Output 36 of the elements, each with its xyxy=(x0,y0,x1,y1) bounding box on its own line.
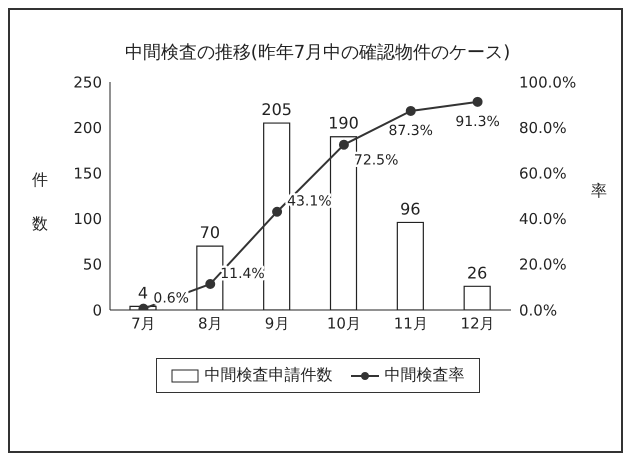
y2-tick-label: 20.0% xyxy=(519,256,567,274)
y-tick-label: 100 xyxy=(73,210,102,228)
legend-label: 中間検査申請件数 xyxy=(204,365,332,386)
y-tick-label: 50 xyxy=(82,256,102,274)
y2-tick-label: 60.0% xyxy=(519,164,567,183)
y-tick-label: 200 xyxy=(73,118,102,137)
point xyxy=(205,279,216,290)
x-tick-label: 10月 xyxy=(326,314,361,333)
x-tick-label: 7月 xyxy=(131,314,156,333)
point xyxy=(472,96,483,107)
text: 件数 xyxy=(32,170,48,233)
data-label: 26 xyxy=(466,263,488,282)
point xyxy=(406,106,416,116)
data-label: 91.3% xyxy=(455,114,500,130)
chart-title: 中間検査の推移(昨年7月中の確認物件のケース) xyxy=(124,41,512,64)
y2-axis-title: 率 xyxy=(591,181,607,200)
data-label: 190 xyxy=(328,114,359,133)
y-tick-label: 0 xyxy=(92,301,102,320)
data-label: 4 xyxy=(138,283,148,302)
y2-tick-label: 80.0% xyxy=(519,118,567,137)
point xyxy=(272,206,282,217)
y2-tick-label: 0.0% xyxy=(519,301,558,320)
x-tick-label: 9月 xyxy=(264,314,290,333)
data-label: 70 xyxy=(200,223,220,242)
y2-tick-label: 40.0% xyxy=(519,210,567,228)
data-label: 96 xyxy=(400,199,421,218)
y-tick-label: 250 xyxy=(73,73,102,92)
x-tick-label: 8月 xyxy=(198,314,223,333)
point xyxy=(338,140,349,150)
y2-tick-label: 100.0% xyxy=(519,73,576,92)
x-tick-label: 12月 xyxy=(460,314,495,333)
data-label: 205 xyxy=(261,100,292,120)
x-tick-label: 11月 xyxy=(394,314,428,333)
y-tick-label: 150 xyxy=(73,164,102,183)
legend-label: 中間検査率 xyxy=(384,365,464,386)
data-label: 87.3% xyxy=(388,122,433,139)
